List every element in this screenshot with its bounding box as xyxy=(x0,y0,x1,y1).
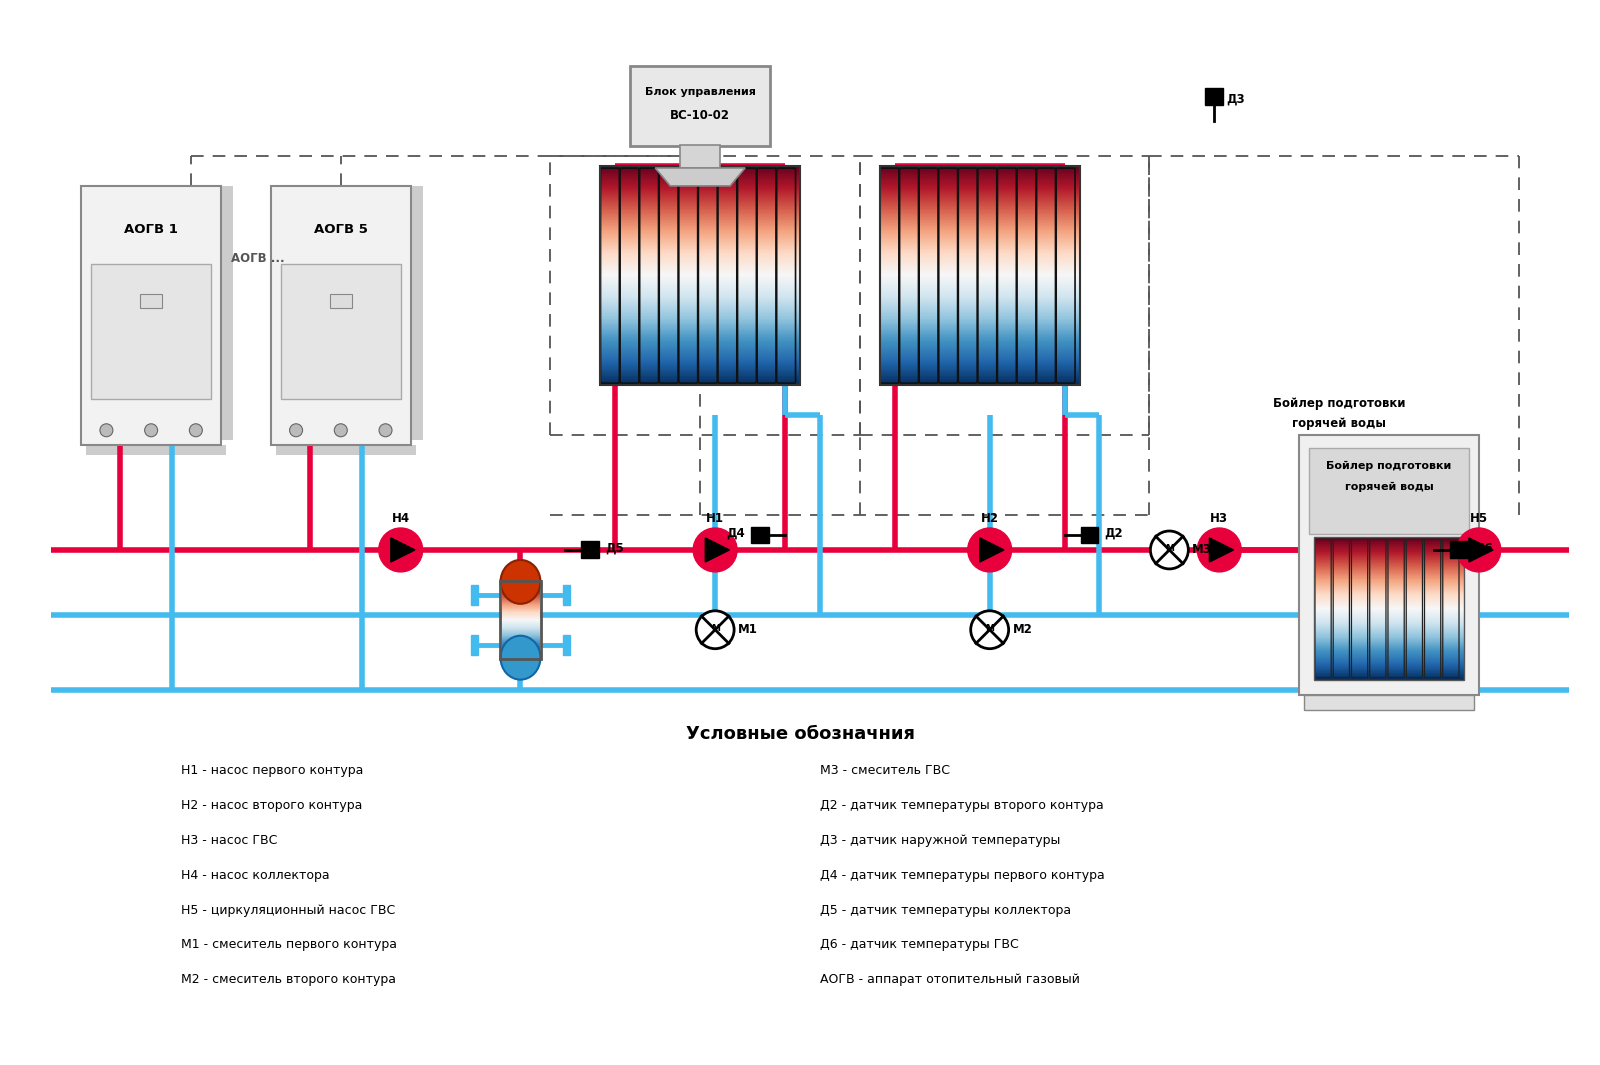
Text: Н5: Н5 xyxy=(1470,512,1488,525)
Bar xyxy=(1080,526,1099,543)
Text: Н1 - насос первого контура: Н1 - насос первого контура xyxy=(181,764,363,776)
Text: Н2: Н2 xyxy=(981,512,998,525)
Text: Д3 - датчик наружной температуры: Д3 - датчик наружной температуры xyxy=(819,834,1061,847)
Text: Н2 - насос второго контура: Н2 - насос второго контура xyxy=(181,799,363,812)
Text: М3: М3 xyxy=(1192,543,1213,556)
Text: АОГВ 5: АОГВ 5 xyxy=(314,224,368,236)
Polygon shape xyxy=(1210,538,1234,562)
Text: Условные обозначния: Условные обозначния xyxy=(685,725,915,743)
Circle shape xyxy=(144,424,158,437)
Circle shape xyxy=(189,424,202,437)
Bar xyxy=(1450,541,1467,558)
Polygon shape xyxy=(706,538,730,562)
Text: М2: М2 xyxy=(1013,623,1032,636)
Text: АОГВ - аппарат отопительный газовый: АОГВ - аппарат отопительный газовый xyxy=(819,973,1080,986)
Bar xyxy=(86,445,226,455)
Bar xyxy=(600,166,800,386)
Circle shape xyxy=(334,424,347,437)
Text: М: М xyxy=(986,624,994,633)
Bar xyxy=(470,635,477,655)
Bar xyxy=(880,166,1080,386)
Circle shape xyxy=(968,528,1011,572)
Text: Н4 - насос коллектора: Н4 - насос коллектора xyxy=(181,869,330,882)
Bar xyxy=(330,294,352,308)
Text: Н5 - циркуляционный насос ГВС: Н5 - циркуляционный насос ГВС xyxy=(181,903,395,917)
FancyBboxPatch shape xyxy=(270,186,411,445)
Bar xyxy=(1304,694,1474,709)
Text: М: М xyxy=(1165,544,1174,553)
Bar xyxy=(563,585,570,605)
Text: М1: М1 xyxy=(738,623,758,636)
Circle shape xyxy=(696,611,734,649)
Text: Н3: Н3 xyxy=(1210,512,1229,525)
Bar xyxy=(282,264,400,398)
Text: Д2 - датчик температуры второго контура: Д2 - датчик температуры второго контура xyxy=(819,799,1104,812)
Text: Д4: Д4 xyxy=(726,526,746,540)
Text: Д4 - датчик температуры первого контура: Д4 - датчик температуры первого контура xyxy=(819,869,1104,882)
Bar xyxy=(1309,448,1469,534)
Bar xyxy=(563,635,570,655)
Circle shape xyxy=(1458,528,1501,572)
Circle shape xyxy=(290,424,302,437)
Bar xyxy=(411,186,422,440)
Text: М3 - смеситель ГВС: М3 - смеситель ГВС xyxy=(819,764,950,776)
Circle shape xyxy=(379,424,392,437)
Text: Бойлер подготовки: Бойлер подготовки xyxy=(1326,461,1451,472)
Bar xyxy=(221,186,234,440)
Bar xyxy=(1299,436,1478,694)
Ellipse shape xyxy=(501,560,541,604)
Bar xyxy=(275,445,416,455)
Text: горячей воды: горячей воды xyxy=(1293,417,1386,430)
Circle shape xyxy=(1150,531,1189,569)
Text: АОГВ ...: АОГВ ... xyxy=(230,252,285,265)
Text: горячей воды: горячей воды xyxy=(1344,482,1434,492)
Polygon shape xyxy=(979,538,1003,562)
Text: Д6: Д6 xyxy=(1474,541,1493,555)
Circle shape xyxy=(971,611,1008,649)
Text: М1 - смеситель первого контура: М1 - смеситель первого контура xyxy=(181,938,397,951)
Bar xyxy=(141,294,162,308)
Bar xyxy=(750,526,770,543)
Circle shape xyxy=(1197,528,1242,572)
Ellipse shape xyxy=(501,636,541,679)
Text: Блок управления: Блок управления xyxy=(645,86,755,97)
Polygon shape xyxy=(656,168,746,186)
Text: М2 - смеситель второго контура: М2 - смеситель второго контура xyxy=(181,973,397,986)
Text: Н1: Н1 xyxy=(706,512,725,525)
FancyBboxPatch shape xyxy=(630,66,770,146)
Text: М: М xyxy=(710,624,720,633)
FancyBboxPatch shape xyxy=(82,186,221,445)
Bar xyxy=(1314,537,1464,679)
Bar xyxy=(680,145,720,168)
Circle shape xyxy=(379,528,422,572)
Bar xyxy=(91,264,211,398)
Bar xyxy=(1205,88,1224,105)
Text: Д5: Д5 xyxy=(605,541,624,555)
Text: Д3: Д3 xyxy=(1226,93,1245,105)
Text: Н4: Н4 xyxy=(392,512,410,525)
Bar xyxy=(581,541,600,558)
Text: Н3 - насос ГВС: Н3 - насос ГВС xyxy=(181,834,277,847)
Polygon shape xyxy=(390,538,414,562)
Bar xyxy=(470,585,477,605)
Text: ВС-10-02: ВС-10-02 xyxy=(670,110,730,122)
Text: Д6 - датчик температуры ГВС: Д6 - датчик температуры ГВС xyxy=(819,938,1019,951)
Circle shape xyxy=(99,424,114,437)
Text: АОГВ 1: АОГВ 1 xyxy=(125,224,178,236)
Text: Д5 - датчик температуры коллектора: Д5 - датчик температуры коллектора xyxy=(819,903,1070,917)
Circle shape xyxy=(693,528,738,572)
Polygon shape xyxy=(1469,538,1493,562)
Text: Бойлер подготовки: Бойлер подготовки xyxy=(1274,397,1405,410)
Text: Д2: Д2 xyxy=(1104,526,1123,540)
